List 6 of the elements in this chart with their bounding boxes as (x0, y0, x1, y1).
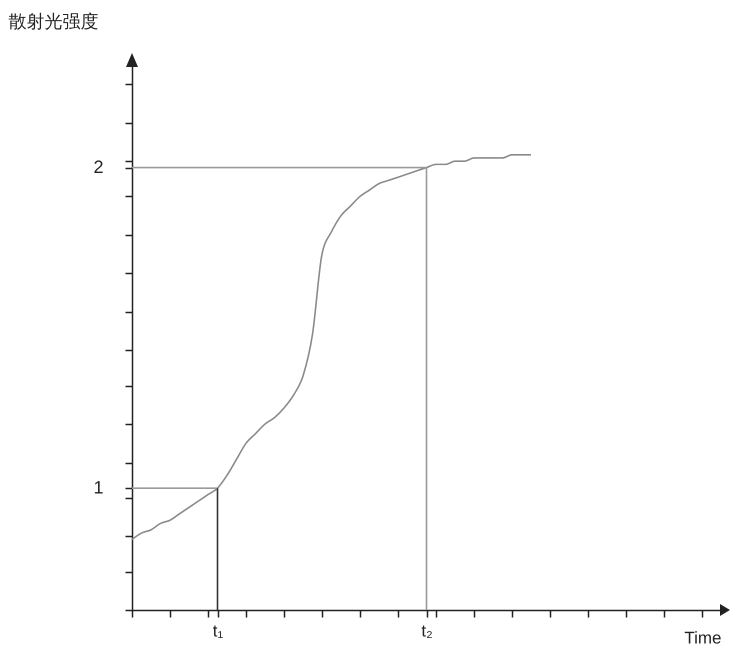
y-tick-label: 1 (93, 478, 104, 498)
y-axis-title: 散射光强度 (8, 12, 98, 32)
x-axis-title: Time (684, 628, 722, 648)
y-tick-label: 2 (93, 157, 104, 178)
x-tick-label: t₂ (421, 622, 433, 640)
x-tick-label: t₁ (212, 622, 224, 640)
